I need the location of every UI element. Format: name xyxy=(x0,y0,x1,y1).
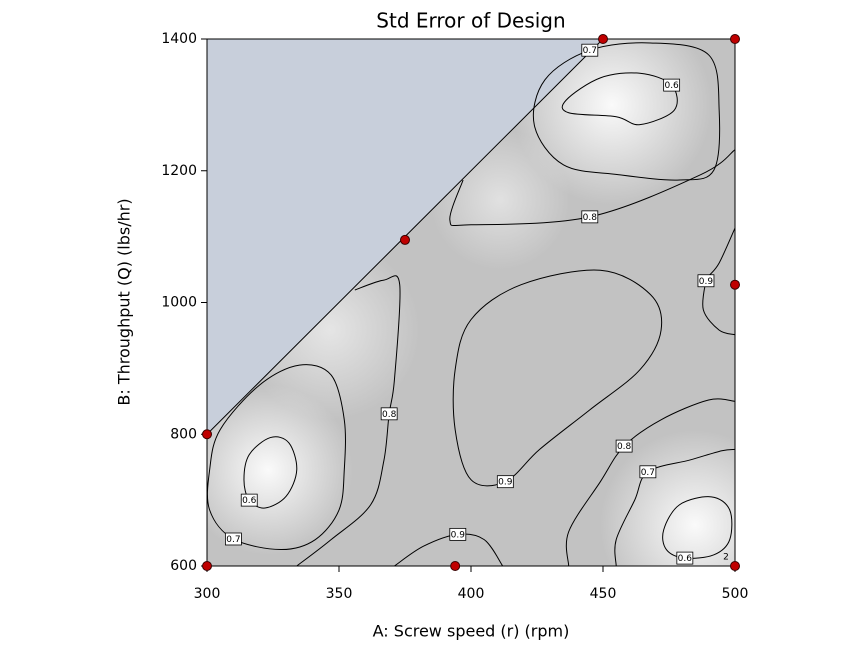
contour-label-text: 0.6 xyxy=(664,81,679,91)
contour-label: 0.8 xyxy=(615,439,633,453)
y-tick-label: 600 xyxy=(170,558,197,574)
contour-label: 0.7 xyxy=(581,43,599,57)
contour-label-text: 0.6 xyxy=(678,554,693,564)
contour-label: 0.6 xyxy=(676,551,694,565)
contour-label-box xyxy=(663,78,681,92)
y-axis-label: B: Throughput (Q) (lbs/hr) xyxy=(115,198,134,405)
contour-label-text: 0.8 xyxy=(382,410,397,420)
contour-label: 0.9 xyxy=(449,527,467,541)
contour-label-text: 0.8 xyxy=(583,213,598,223)
x-tick-label: 450 xyxy=(590,586,617,602)
contour-label-text: 0.6 xyxy=(242,496,257,506)
design-point xyxy=(730,561,740,571)
contour-label-box xyxy=(449,527,467,541)
axes-layer: 300 350 400 450 500 600 800 1000 1200 1400 xyxy=(161,31,748,602)
y-tick-label: 1000 xyxy=(161,295,197,311)
design-point xyxy=(202,429,212,440)
design-point xyxy=(450,561,461,571)
contour-label-text: 0.9 xyxy=(451,530,466,540)
contour-label-box xyxy=(224,532,242,546)
contour-label-box xyxy=(615,439,633,453)
contour-label-box xyxy=(676,551,694,565)
contour-label-text: 0.7 xyxy=(583,46,597,56)
contour-label-text: 0.7 xyxy=(641,468,655,478)
contour-label-box xyxy=(380,407,398,421)
contour-label: 0.6 xyxy=(240,493,258,507)
contour-label-text: 0.8 xyxy=(617,442,632,452)
design-point xyxy=(400,234,410,245)
y-tick-label: 1400 xyxy=(161,31,197,47)
contour-label: 0.8 xyxy=(380,407,398,421)
contour-label-box xyxy=(581,43,599,57)
design-point xyxy=(202,561,212,571)
x-tick-label: 350 xyxy=(326,586,353,602)
contour-label-box xyxy=(697,274,715,288)
y-tick-label: 800 xyxy=(170,426,197,442)
x-axis-label: A: Screw speed (r) (rpm) xyxy=(373,622,570,641)
x-tick-label: 400 xyxy=(458,586,485,602)
design-point xyxy=(730,34,740,44)
contour-label: 0.7 xyxy=(639,465,657,479)
contour-label-text: 0.9 xyxy=(699,277,714,287)
design-point xyxy=(598,34,608,44)
contour-label-box xyxy=(581,210,599,224)
y-tick-label: 1200 xyxy=(161,163,197,179)
contour-label: 0.9 xyxy=(496,475,514,489)
contour-label-text: 0.7 xyxy=(226,535,240,545)
point-label: 2 xyxy=(723,553,729,563)
design-point xyxy=(730,279,740,290)
contour-label-box xyxy=(639,465,657,479)
contour-label-layer: 0.6 0.7 0.8 0.9 0.9 0.8 0.7 0.6 0.9 0.8 0.7 0.6 xyxy=(224,43,715,565)
contour-label: 0.8 xyxy=(581,210,599,224)
x-tick-label: 500 xyxy=(722,586,749,602)
contour-label: 0.6 xyxy=(663,78,681,92)
contour-label: 0.9 xyxy=(697,274,715,288)
contour-label-box xyxy=(240,493,258,507)
contour-label-text: 0.9 xyxy=(498,478,513,488)
contour-label: 0.7 xyxy=(224,532,242,546)
point-layer: 2 xyxy=(202,34,740,571)
contour-line xyxy=(449,149,736,227)
x-tick-label: 300 xyxy=(194,586,221,602)
contour-label-box xyxy=(496,475,514,489)
chart-title: Std Error of Design xyxy=(376,9,565,33)
